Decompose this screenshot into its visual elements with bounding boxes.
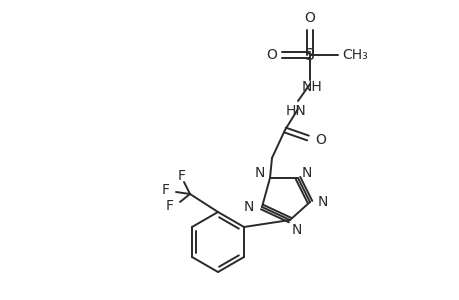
Text: CH₃: CH₃: [341, 48, 367, 62]
Text: N: N: [291, 223, 302, 237]
Text: HN: HN: [285, 104, 306, 118]
Text: NH: NH: [301, 80, 322, 94]
Text: N: N: [254, 166, 264, 180]
Text: F: F: [166, 199, 174, 213]
Text: O: O: [266, 48, 276, 62]
Text: F: F: [178, 169, 185, 183]
Text: F: F: [162, 183, 170, 197]
Text: S: S: [304, 47, 314, 62]
Text: N: N: [243, 200, 253, 214]
Text: N: N: [317, 195, 328, 209]
Text: O: O: [314, 133, 325, 147]
Text: O: O: [304, 11, 315, 25]
Text: N: N: [302, 166, 312, 180]
